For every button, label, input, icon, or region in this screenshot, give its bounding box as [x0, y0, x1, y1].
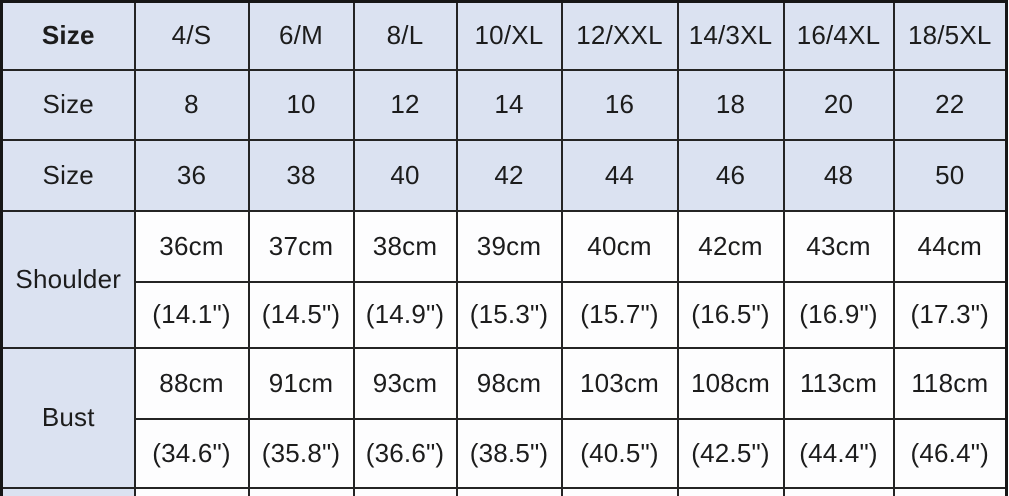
cell: 12 [352, 68, 458, 141]
partial-row-cell [133, 486, 250, 496]
header-cell-16-4xl: 16/4XL [782, 0, 895, 71]
cell: 14 [455, 68, 563, 141]
cell: 8 [133, 68, 250, 141]
header-row: Size 4/S 6/M 8/L 10/XL 12/XXL 14/3XL 16/… [0, 0, 1008, 71]
row-label-shoulder: Shoulder [0, 209, 136, 349]
cell: 20 [782, 68, 895, 141]
header-corner-label: Size [0, 0, 136, 71]
cell: (40.5") [560, 417, 679, 489]
row-label: Size [0, 68, 136, 141]
cell: 98cm [455, 346, 563, 420]
cell: 38 [247, 138, 355, 212]
cell: 46 [676, 138, 785, 212]
header-cell-10xl: 10/XL [455, 0, 563, 71]
cell: 10 [247, 68, 355, 141]
bust-inch-row: (34.6") (35.8") (36.6") (38.5") (40.5") … [2, 417, 1008, 489]
cell: 36cm [133, 209, 250, 283]
shoulder-cm-row: Shoulder 36cm 37cm 38cm 39cm 40cm 42cm 4… [0, 209, 1008, 349]
cell: 18 [676, 68, 785, 141]
cell: (17.3") [892, 280, 1008, 349]
cell: 40cm [560, 209, 679, 283]
cell: 44cm [892, 209, 1008, 283]
cell: 88cm [133, 346, 250, 420]
bust-cm-row: Bust 88cm 91cm 93cm 98cm 103cm 108cm 113… [0, 346, 1008, 489]
cell: (15.3") [455, 280, 563, 349]
shoulder-inch-row: (14.1") (14.5") (14.9") (15.3") (15.7") … [2, 280, 1008, 349]
eu-size-row: Size 36 38 40 42 44 46 48 50 [0, 138, 1008, 212]
cell: (36.6") [352, 417, 458, 489]
header-cell-12xxl: 12/XXL [560, 0, 679, 71]
partial-row-cell [352, 486, 458, 496]
cell: 108cm [676, 346, 785, 420]
cell: (44.4") [782, 417, 895, 489]
header-cell-18-5xl: 18/5XL [892, 0, 1008, 71]
cell: 42 [455, 138, 563, 212]
partial-row-cell [247, 486, 355, 496]
cell: 113cm [782, 346, 895, 420]
header-cell-6m: 6/M [247, 0, 355, 71]
cell: (16.5") [676, 280, 785, 349]
cutoff-row [0, 486, 1008, 496]
partial-row-cell [455, 486, 563, 496]
cell: (34.6") [133, 417, 250, 489]
cell: 50 [892, 138, 1008, 212]
partial-row-cell [0, 486, 136, 496]
cell: 91cm [247, 346, 355, 420]
cell: 44 [560, 138, 679, 212]
partial-row-cell [560, 486, 679, 496]
cell: 36 [133, 138, 250, 212]
cell: 93cm [352, 346, 458, 420]
cell: 118cm [892, 346, 1008, 420]
cell: 38cm [352, 209, 458, 283]
partial-row-cell [892, 486, 1008, 496]
cell: (46.4") [892, 417, 1008, 489]
cell: 22 [892, 68, 1008, 141]
cell: 40 [352, 138, 458, 212]
partial-row-cell [676, 486, 785, 496]
cell: 42cm [676, 209, 785, 283]
us-size-row: Size 8 10 12 14 16 18 20 22 [0, 68, 1008, 141]
header-cell-4s: 4/S [133, 0, 250, 71]
cell: (42.5") [676, 417, 785, 489]
cell: (15.7") [560, 280, 679, 349]
row-label-bust: Bust [0, 346, 136, 489]
cell: (35.8") [247, 417, 355, 489]
cell: (38.5") [455, 417, 563, 489]
header-cell-8l: 8/L [352, 0, 458, 71]
cell: (14.1") [133, 280, 250, 349]
header-cell-14-3xl: 14/3XL [676, 0, 785, 71]
cell: (14.5") [247, 280, 355, 349]
partial-row-cell [782, 486, 895, 496]
cell: 39cm [455, 209, 563, 283]
cell: 48 [782, 138, 895, 212]
row-label: Size [0, 138, 136, 212]
cell: (16.9") [782, 280, 895, 349]
cell: (14.9") [352, 280, 458, 349]
cell: 43cm [782, 209, 895, 283]
cell: 103cm [560, 346, 679, 420]
cell: 16 [560, 68, 679, 141]
cell: 37cm [247, 209, 355, 283]
